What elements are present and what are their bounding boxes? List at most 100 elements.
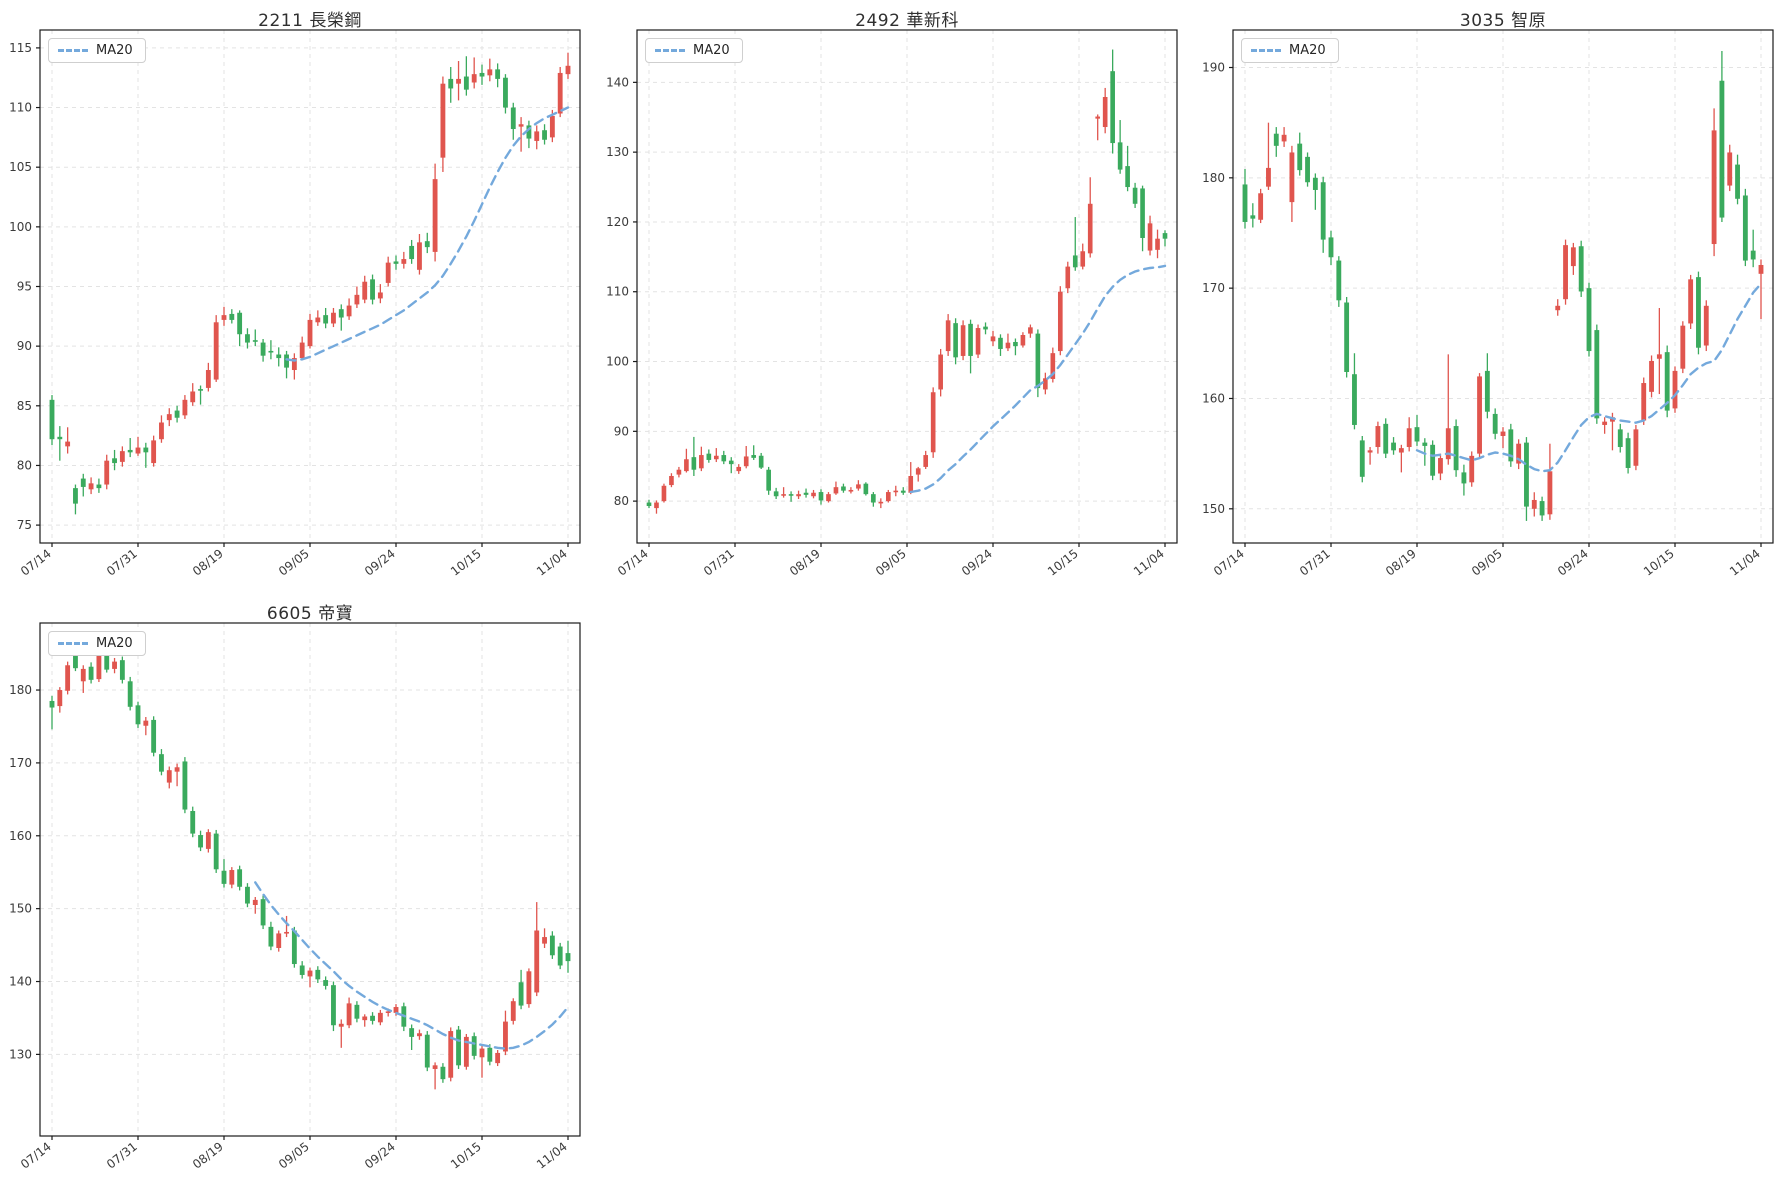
candle-body (510, 1001, 516, 1021)
chart-title: 2211 長榮鋼 (258, 11, 362, 31)
candle-body (299, 965, 305, 975)
candle-body (1649, 360, 1654, 392)
candle-body (432, 179, 438, 252)
candle-body (518, 124, 524, 127)
candle-body (307, 319, 313, 347)
x-tick-label: 09/05 (276, 1139, 312, 1171)
candle-body (409, 245, 415, 260)
candle-body (1336, 260, 1342, 301)
candle-body (923, 455, 929, 467)
ma20-line-icon (1251, 49, 1281, 52)
candle-body (80, 478, 86, 487)
candle-body (1080, 251, 1086, 267)
candle-body (1242, 184, 1248, 222)
candle-body (1438, 458, 1443, 474)
candle-body (1500, 431, 1506, 436)
candle-body (354, 294, 360, 305)
candle-body (362, 281, 368, 300)
candle-body (803, 492, 809, 495)
candle-body (198, 389, 203, 391)
candle-body (190, 811, 196, 834)
candle-body (1625, 438, 1631, 468)
candle-body (1013, 341, 1018, 347)
x-tick-label: 10/15 (448, 546, 484, 578)
candle-body (1758, 264, 1764, 274)
candle-body (1742, 195, 1748, 261)
candle-body (1043, 378, 1048, 390)
x-tick-label: 10/15 (1045, 546, 1081, 578)
ma20-series-line (285, 106, 570, 362)
chart-6605: 6605 帝寶 MA20 130 140 150 160 170 180 07/14 07/3… (0, 593, 596, 1186)
candle-body (661, 485, 667, 502)
candle-body (549, 935, 555, 956)
candle-body (1359, 440, 1365, 477)
candle-body (143, 720, 149, 726)
candle-body (676, 469, 682, 475)
candle-body (826, 494, 831, 502)
candle-body (1531, 499, 1537, 509)
candle-body (80, 668, 86, 682)
x-tick-label: 11/04 (534, 546, 570, 578)
candle-body (127, 681, 133, 707)
candle-body (143, 447, 149, 453)
y-tick-label: 90 (614, 424, 629, 438)
candle-body (1125, 166, 1130, 188)
candle-body (417, 242, 422, 270)
x-tick-label: 11/04 (1131, 546, 1167, 578)
x-tick-label: 09/05 (873, 546, 909, 578)
candle-body (112, 661, 117, 669)
candle-body (245, 886, 250, 904)
candle-body (1297, 143, 1303, 171)
y-tick-label: 105 (9, 160, 32, 174)
candle-body (1087, 203, 1093, 254)
candle-body (1312, 177, 1318, 190)
candle-body (315, 969, 321, 980)
candle-body (346, 305, 352, 317)
y-tick-label: 160 (9, 829, 32, 843)
candle-body (1547, 471, 1553, 515)
y-tick-label: 130 (9, 1047, 32, 1061)
x-tick-label: 11/04 (534, 1139, 570, 1171)
candle-body (471, 74, 477, 83)
candle-body (65, 665, 71, 691)
x-tick-label: 09/24 (1555, 546, 1591, 578)
candle-body (377, 292, 383, 299)
candle-body (424, 1034, 430, 1068)
plot-canvas: 150 160 170 180 190 07/14 07/31 08/19 09/05 09/24… (1202, 29, 1774, 579)
candle-body (119, 660, 125, 680)
candle-body (1281, 134, 1287, 142)
y-tick-label: 120 (606, 215, 629, 229)
candle-body (1250, 215, 1256, 219)
candle-body (221, 870, 227, 884)
candle-body (1633, 429, 1639, 466)
candle-body (975, 328, 981, 355)
legend: MA20 (48, 38, 146, 63)
candle-body (385, 262, 391, 283)
candle-body (1406, 428, 1412, 448)
candle-body (104, 647, 110, 670)
candle-body (331, 985, 336, 1026)
candle-body (818, 492, 824, 501)
candle-body (1516, 443, 1522, 464)
plot-canvas: 130 140 150 160 170 180 07/14 07/31 08/19 09/05 09… (9, 622, 581, 1172)
x-tick-label: 09/24 (362, 546, 398, 578)
candle-body (276, 354, 282, 359)
candle-body (448, 78, 454, 89)
candle-body (229, 870, 235, 885)
candle-body (841, 486, 846, 491)
legend-label: MA20 (1289, 43, 1326, 58)
y-tick-label: 140 (9, 975, 32, 989)
candle-body (1065, 266, 1071, 289)
candle-body (88, 483, 94, 490)
candle-body (495, 69, 501, 79)
candle-body (1484, 370, 1490, 412)
y-tick-label: 180 (1202, 171, 1225, 185)
candle-body (1147, 223, 1153, 251)
legend-label: MA20 (96, 636, 133, 651)
candle-body (229, 313, 235, 320)
y-tick-label: 80 (614, 494, 629, 508)
y-tick-label: 140 (606, 75, 629, 89)
x-tick-label: 07/14 (18, 546, 54, 578)
candle-body (1102, 97, 1108, 128)
